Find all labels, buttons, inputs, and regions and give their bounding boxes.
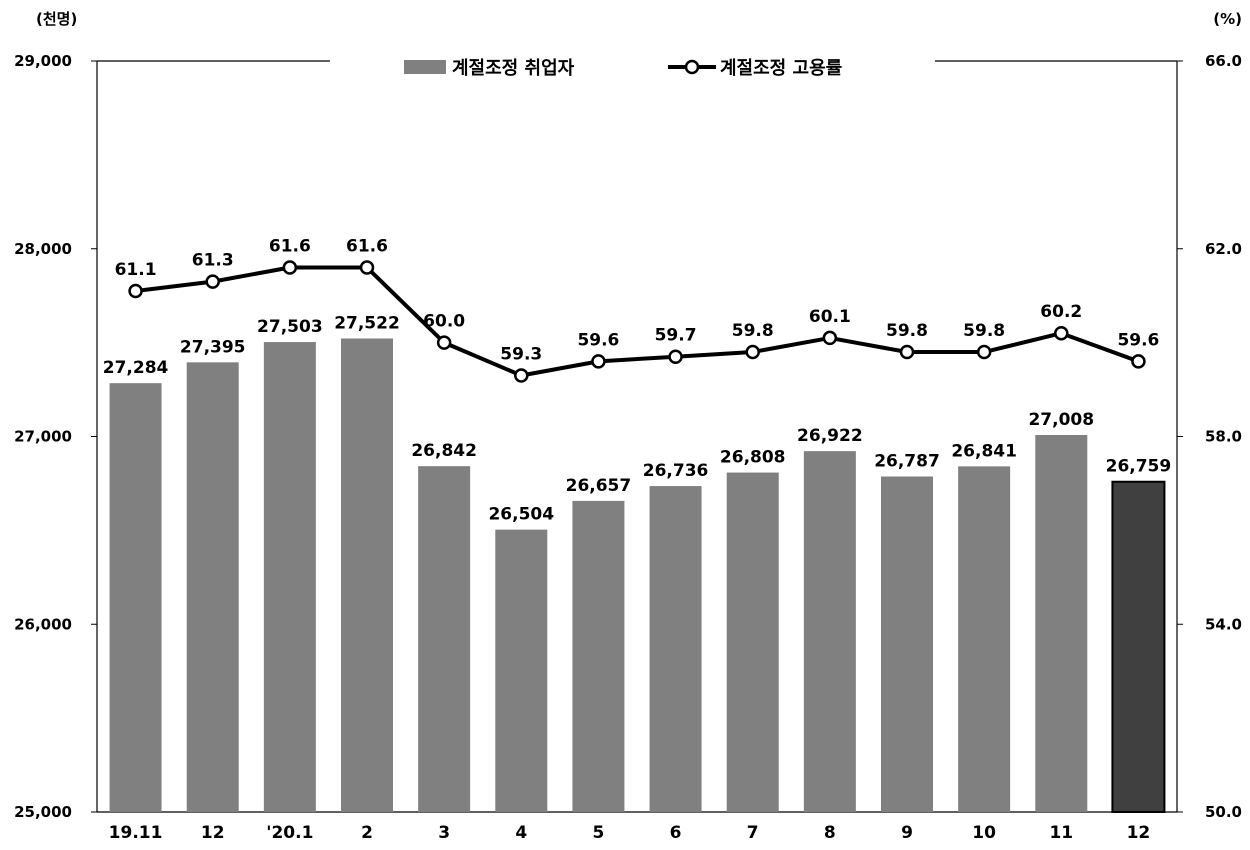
bar-label-3: 27,522 <box>334 313 400 333</box>
x-tick-label-6: 5 <box>593 823 605 843</box>
bar-label-10: 26,787 <box>874 451 940 471</box>
line-point-1 <box>205 274 220 289</box>
right-tick-label-0: 50.0 <box>1205 803 1242 821</box>
line-label-4: 60.0 <box>423 312 465 332</box>
line-label-8: 59.8 <box>732 321 774 341</box>
line-point-7 <box>668 349 683 364</box>
line-label-1: 61.3 <box>192 251 234 271</box>
line-point-6 <box>591 354 606 369</box>
right-tick-label-2: 58.0 <box>1205 428 1242 446</box>
left-tick-label-1: 26,000 <box>14 615 72 633</box>
x-tick-label-7: 6 <box>670 823 682 843</box>
x-tick-label-9: 8 <box>824 823 836 843</box>
right-tick-label-1: 54.0 <box>1205 615 1242 633</box>
bar-label-8: 26,808 <box>720 448 786 468</box>
x-tick-label-13: 12 <box>1127 823 1151 843</box>
bar-label-1: 27,395 <box>180 337 246 357</box>
left-tick-label-4: 29,000 <box>14 52 72 70</box>
line-label-12: 60.2 <box>1040 302 1082 322</box>
bar-7 <box>649 486 702 812</box>
x-tick-label-2: '20.1 <box>266 823 313 843</box>
x-tick-label-10: 9 <box>901 823 913 843</box>
legend-label-line: 계절조정 고용률 <box>720 58 842 79</box>
x-tick-label-11: 10 <box>972 823 996 843</box>
bar-label-5: 26,504 <box>488 505 554 525</box>
line-point-9 <box>822 330 838 346</box>
bar-label-0: 27,284 <box>103 358 169 378</box>
line-point-10 <box>899 344 915 360</box>
line-point-8 <box>745 344 760 360</box>
bar-10 <box>881 476 933 812</box>
line-label-7: 59.7 <box>655 326 697 346</box>
line-point-12 <box>1054 325 1069 341</box>
right-unit-label: (%) <box>1213 10 1242 28</box>
bar-11 <box>958 466 1011 812</box>
line-label-9: 60.1 <box>809 307 851 327</box>
bar-label-11: 26,841 <box>951 441 1017 461</box>
bar-9 <box>803 451 856 812</box>
left-tick-label-2: 27,000 <box>14 428 72 446</box>
line-label-13: 59.6 <box>1117 330 1159 350</box>
x-tick-label-1: 12 <box>201 823 225 843</box>
bar-13 <box>1111 480 1166 813</box>
bar-5 <box>495 529 548 812</box>
x-tick-label-0: 19.11 <box>109 823 163 843</box>
legend-swatch-marker <box>684 59 700 75</box>
left-tick-label-3: 28,000 <box>14 240 72 258</box>
bar-2 <box>263 342 316 812</box>
right-tick-label-3: 62.0 <box>1205 240 1242 258</box>
line-label-11: 59.8 <box>963 321 1005 341</box>
line-point-0 <box>128 283 143 299</box>
bar-6 <box>572 500 625 812</box>
x-tick-label-4: 3 <box>438 823 450 843</box>
line-label-6: 59.6 <box>577 330 619 350</box>
line-point-4 <box>436 335 452 350</box>
left-unit-label: (천명) <box>36 10 77 28</box>
line-point-11 <box>976 344 992 360</box>
bar-8 <box>726 472 779 812</box>
bar-label-4: 26,842 <box>411 441 477 461</box>
bar-label-13: 26,759 <box>1106 457 1172 477</box>
x-tick-label-3: 2 <box>361 823 373 843</box>
line-label-0: 61.1 <box>115 260 157 280</box>
bar-label-9: 26,922 <box>797 426 863 446</box>
bar-label-7: 26,736 <box>643 461 709 481</box>
left-tick-label-0: 25,000 <box>14 803 72 821</box>
bar-4 <box>418 466 471 812</box>
line-label-5: 59.3 <box>500 344 542 364</box>
legend-swatch-bar <box>404 60 446 74</box>
line-point-3 <box>359 260 375 275</box>
line-label-10: 59.8 <box>886 321 928 341</box>
bar-label-2: 27,503 <box>257 317 323 337</box>
line-label-2: 61.6 <box>269 237 311 257</box>
x-tick-label-5: 4 <box>515 823 527 843</box>
line-point-5 <box>514 368 529 383</box>
bar-3 <box>341 338 393 812</box>
bar-label-12: 27,008 <box>1028 410 1094 430</box>
line-point-13 <box>1131 354 1146 369</box>
line-point-2 <box>282 260 298 275</box>
bar-label-6: 26,657 <box>566 476 632 496</box>
legend-label-bar: 계절조정 취업자 <box>452 58 575 79</box>
employment-rate-line <box>135 265 1140 378</box>
bar-0 <box>109 383 162 812</box>
right-tick-label-4: 66.0 <box>1205 52 1242 70</box>
x-tick-label-12: 11 <box>1049 823 1073 843</box>
line-label-3: 61.6 <box>346 237 388 257</box>
x-tick-label-8: 7 <box>747 823 759 843</box>
bar-12 <box>1035 434 1088 812</box>
bar-1 <box>186 362 239 812</box>
